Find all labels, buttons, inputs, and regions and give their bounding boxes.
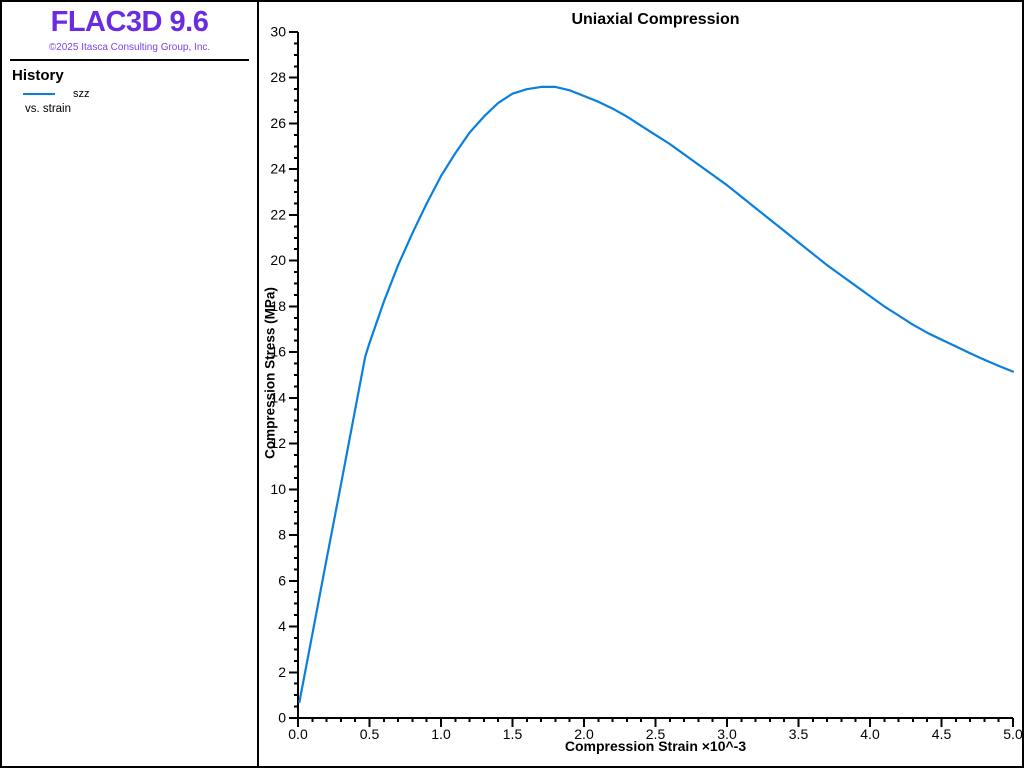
x-tick-label: 0.0 xyxy=(288,726,308,742)
y-tick-label: 10 xyxy=(270,481,286,497)
series-line-szz xyxy=(298,85,1015,704)
sidebar: FLAC3D 9.6 ©2025 Itasca Consulting Group… xyxy=(2,2,259,766)
plot-canvas[interactable]: 0.0 0.5 1.0 1.5 2.0 2.5 3.0 3.5 4.0 4.5 5.00246810… xyxy=(259,2,1022,766)
x-tick-label: 2.0 xyxy=(574,726,594,742)
y-tick-label: 14 xyxy=(270,389,286,405)
chart-title: Uniaxial Compression xyxy=(571,11,740,28)
x-axis-label: Compression Strain ×10^-3 xyxy=(564,738,747,754)
history-heading: History xyxy=(12,67,64,84)
sidebar-divider xyxy=(10,59,249,61)
chart-pane: Uniaxial Compression Compression Stress … xyxy=(259,2,1022,766)
x-tick-label: 3.5 xyxy=(789,726,809,742)
y-tick-label: 28 xyxy=(270,69,286,85)
y-tick-label: 18 xyxy=(270,298,286,314)
app-logo: FLAC3D 9.6 xyxy=(50,6,209,38)
y-tick-label: 20 xyxy=(270,252,286,268)
y-tick-label: 6 xyxy=(278,572,286,588)
x-tick-label: 1.5 xyxy=(503,726,523,742)
x-tick-label: 3.0 xyxy=(717,726,737,742)
x-tick-label: 4.5 xyxy=(932,726,952,742)
legend-label-szz: szz xyxy=(73,88,90,100)
x-tick-label: 2.5 xyxy=(646,726,666,742)
y-tick-label: 22 xyxy=(270,206,286,222)
x-tick-label: 5.0 xyxy=(1003,726,1022,742)
copyright-text: ©2025 Itasca Consulting Group, Inc. xyxy=(48,42,211,53)
legend-vs-strain: vs. strain xyxy=(25,103,72,115)
y-tick-label: 30 xyxy=(270,24,286,40)
y-tick-label: 12 xyxy=(270,435,286,451)
x-tick-label: 0.5 xyxy=(360,726,380,742)
y-tick-label: 8 xyxy=(278,527,286,543)
y-tick-label: 4 xyxy=(278,618,286,634)
y-tick-label: 24 xyxy=(270,161,286,177)
y-tick-label: 0 xyxy=(278,710,286,726)
y-tick-label: 2 xyxy=(278,664,286,680)
x-tick-label: 4.0 xyxy=(860,726,880,742)
x-tick-label: 1.0 xyxy=(431,726,451,742)
legend-line-szz xyxy=(23,93,55,95)
y-tick-label: 16 xyxy=(270,344,286,360)
legend-item-szz: szz xyxy=(23,87,90,101)
y-tick-label: 26 xyxy=(270,115,286,131)
